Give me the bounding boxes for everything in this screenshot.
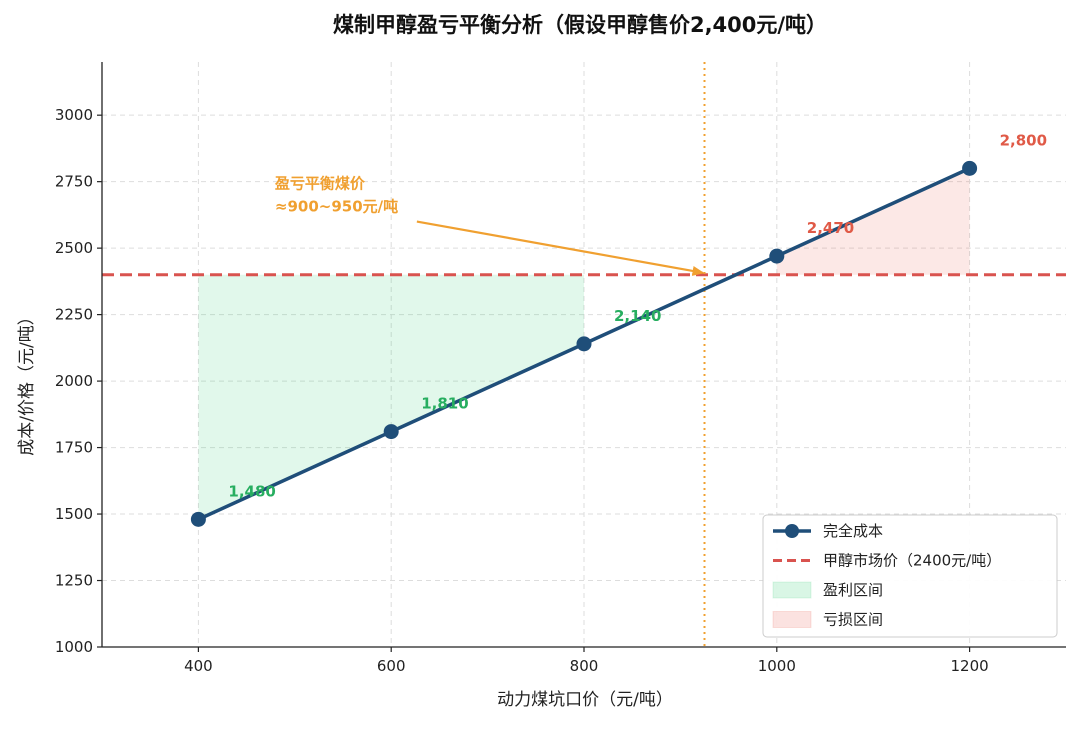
y-tick-label: 1750 — [55, 439, 93, 457]
x-tick-label: 1200 — [951, 657, 989, 675]
x-tick-label: 1000 — [758, 657, 796, 675]
series-point — [190, 511, 206, 527]
legend-label-market-price: 甲醇市场价（2400元/吨） — [823, 552, 1001, 570]
y-axis-title: 成本/价格（元/吨） — [17, 308, 37, 455]
data-label: 2,470 — [807, 219, 854, 237]
y-tick-label: 2750 — [55, 173, 93, 191]
y-tick-label: 2000 — [55, 372, 93, 390]
legend-key-loss — [772, 611, 812, 628]
y-tick-label: 2250 — [55, 306, 93, 324]
series-point — [576, 336, 592, 352]
y-tick-label: 3000 — [55, 106, 93, 124]
series-point — [962, 160, 978, 176]
x-axis-title: 动力煤坑口价（元/吨） — [497, 690, 673, 710]
data-label: 2,140 — [614, 307, 661, 325]
legend-box — [762, 514, 1058, 638]
y-tick-label: 1500 — [55, 505, 93, 523]
y-tick-label: 1000 — [55, 638, 93, 656]
legend-label-loss: 亏损区间 — [823, 611, 883, 629]
legend-label-series: 完全成本 — [823, 522, 883, 540]
annotation-line2: ≈900~950元/吨 — [275, 198, 398, 216]
loss-region — [776, 168, 970, 275]
data-label: 1,480 — [228, 482, 275, 500]
axis-layer: 400 600 800 1000 1200 1000 1250 1500 1750 2000 225… — [55, 62, 1066, 675]
series-layer — [190, 160, 978, 527]
y-tick-label: 1250 — [55, 572, 93, 590]
reference-layer — [102, 62, 1066, 647]
x-tick-label: 600 — [377, 657, 406, 675]
x-tick-label: 800 — [570, 657, 599, 675]
chart-title: 煤制甲醇盈亏平衡分析（假设甲醇售价2,400元/吨） — [333, 13, 827, 37]
annotation-layer: 盈亏平衡煤价 ≈900~950元/吨 — [274, 175, 705, 276]
series-point — [769, 248, 785, 264]
data-label-layer: 1,480 1,810 2,140 2,470 2,800 — [228, 131, 1047, 500]
annotation-arrow — [416, 220, 705, 276]
x-tick-label: 400 — [184, 657, 213, 675]
data-label: 2,800 — [1000, 131, 1047, 149]
legend-key-profit — [772, 581, 812, 599]
profit-region — [198, 274, 584, 520]
legend-key-series-marker — [785, 524, 799, 538]
legend-label-profit: 盈利区间 — [823, 581, 883, 599]
y-tick-label: 2500 — [55, 239, 93, 257]
annotation-line1: 盈亏平衡煤价 — [274, 175, 366, 193]
series-point — [383, 424, 399, 440]
region-layer — [198, 168, 970, 520]
data-label: 1,810 — [421, 395, 468, 413]
